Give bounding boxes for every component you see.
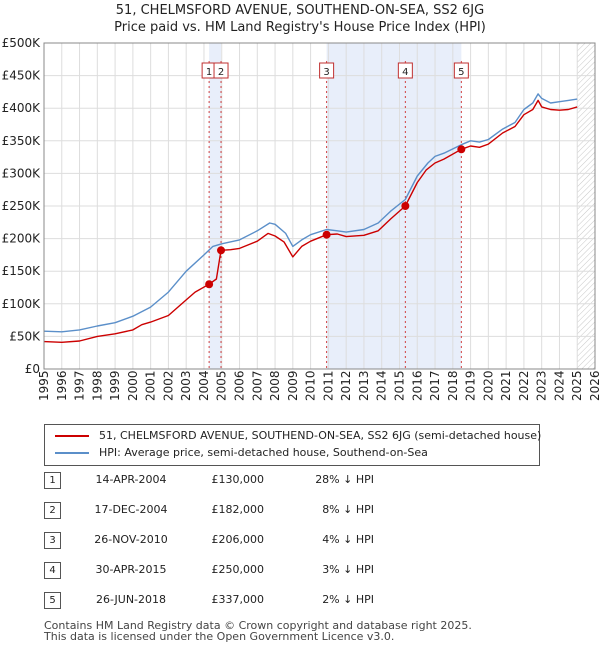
transaction-row: 2 17-DEC-2004 £182,000 8% ↓ HPI [44, 502, 444, 522]
x-tick-label: 1997 [73, 370, 87, 401]
x-tick-label: 2022 [517, 370, 531, 401]
transaction-number: 2 [44, 502, 61, 519]
x-tick-label: 2005 [215, 370, 229, 401]
sale-marker-label: 3 [323, 67, 329, 78]
transaction-row: 4 30-APR-2015 £250,000 3% ↓ HPI [44, 562, 444, 582]
y-tick-label: £500K [2, 36, 42, 50]
plot-frame [43, 42, 596, 370]
transaction-row: 5 26-JUN-2018 £337,000 2% ↓ HPI [44, 592, 444, 612]
legend: 51, CHELMSFORD AVENUE, SOUTHEND-ON-SEA, … [44, 424, 542, 466]
x-tick-label: 2018 [446, 370, 460, 401]
x-tick-label: 2006 [233, 370, 247, 401]
property-price-line [43, 99, 578, 343]
transaction-number: 5 [44, 592, 61, 609]
legend-swatch-property [55, 435, 89, 437]
sale-point [205, 280, 214, 289]
x-tick-label: 2020 [481, 370, 495, 401]
x-tick-label: 2017 [428, 370, 442, 401]
x-tick-label: 2011 [321, 370, 335, 401]
transaction-price: £182,000 [211, 503, 265, 516]
x-tick-label: 2003 [179, 370, 193, 401]
transaction-row: 1 14-APR-2004 £130,000 28% ↓ HPI [44, 472, 444, 492]
y-tick-label: £0 [25, 362, 40, 376]
sale-point [217, 246, 226, 255]
transaction-price: £130,000 [211, 473, 265, 486]
y-tick-label: £50K [9, 329, 41, 343]
x-tick-label: 2016 [410, 370, 424, 401]
x-tick-label: 2025 [570, 370, 584, 401]
transaction-price: £250,000 [211, 563, 265, 576]
transaction-date: 26-NOV-2010 [94, 533, 168, 546]
transaction-hpi: 2% ↓ HPI [322, 593, 374, 606]
transaction-hpi: 4% ↓ HPI [322, 533, 374, 546]
y-tick-label: £400K [2, 101, 42, 115]
transaction-price: £206,000 [211, 533, 265, 546]
sale-marker-box [213, 62, 229, 79]
sale-point [322, 230, 331, 239]
y-tick-label: £450K [2, 69, 42, 83]
x-tick-label: 1999 [108, 370, 122, 401]
transaction-number: 4 [44, 562, 61, 579]
y-tick-label: £100K [2, 297, 42, 311]
legend-label-hpi: HPI: Average price, semi-detached house,… [99, 446, 428, 459]
x-tick-label: 2015 [392, 370, 406, 401]
footer-licence: This data is licensed under the Open Gov… [44, 630, 395, 643]
x-tick-label: 2009 [286, 370, 300, 401]
x-tick-label: 1995 [37, 370, 51, 401]
price-chart: £0 £50K £100K £150K £200K £250K £300K £350K £400… [2, 36, 600, 401]
x-tick-label: 1996 [55, 370, 69, 401]
sale-marker-box [453, 62, 469, 79]
transaction-date: 17-DEC-2004 [94, 503, 168, 516]
x-tick-label: 2012 [339, 370, 353, 401]
sale-marker-label: 1 [206, 67, 212, 78]
sale-marker-box [397, 62, 413, 79]
transaction-price: £337,000 [211, 593, 265, 606]
y-tick-label: £200K [2, 232, 42, 246]
x-tick-label: 2013 [357, 370, 371, 401]
sale-marker-label: 5 [458, 67, 464, 78]
x-tick-label: 2002 [161, 370, 175, 401]
legend-swatch-hpi [55, 452, 89, 454]
footer-copyright: Contains HM Land Registry data © Crown c… [44, 619, 472, 632]
y-tick-label: £150K [2, 264, 42, 278]
x-tick-label: 2004 [197, 370, 211, 401]
sale-point [457, 145, 466, 154]
y-tick-label: £300K [2, 166, 42, 180]
transaction-date: 26-JUN-2018 [95, 593, 167, 606]
x-tick-label: 2024 [552, 370, 566, 401]
transaction-hpi: 8% ↓ HPI [322, 503, 374, 516]
transaction-number: 3 [44, 532, 61, 549]
x-tick-label: 2021 [499, 370, 513, 401]
x-tick-label: 2007 [250, 370, 264, 401]
transaction-hpi: 28% ↓ HPI [315, 473, 374, 486]
legend-label-property: 51, CHELMSFORD AVENUE, SOUTHEND-ON-SEA, … [99, 429, 542, 442]
x-tick-label: 1998 [90, 370, 104, 401]
sale-point [401, 202, 410, 210]
chart-subtitle: Price paid vs. HM Land Registry's House … [114, 20, 486, 35]
x-tick-label: 2000 [126, 370, 140, 401]
transaction-date: 14-APR-2004 [95, 473, 167, 486]
x-tick-label: 2001 [144, 370, 158, 401]
x-tick-label: 2010 [304, 370, 318, 401]
footer: Contains HM Land Registry data © Crown c… [44, 620, 472, 642]
sale-marker-label: 2 [218, 67, 224, 78]
y-tick-label: £350K [2, 134, 42, 148]
chart-title: 51, CHELMSFORD AVENUE, SOUTHEND-ON-SEA, … [115, 3, 485, 18]
transaction-hpi: 3% ↓ HPI [322, 563, 374, 576]
hpi-line [43, 93, 578, 333]
sale-marker-label: 4 [402, 67, 408, 78]
x-tick-label: 2023 [535, 370, 549, 401]
x-tick-label: 2019 [464, 370, 478, 401]
x-tick-label: 2014 [375, 370, 389, 401]
transaction-row: 3 26-NOV-2010 £206,000 4% ↓ HPI [44, 532, 444, 552]
sale-marker-box [319, 62, 335, 79]
transaction-number: 1 [44, 472, 61, 489]
x-tick-label: 2008 [268, 370, 282, 401]
x-tick-label: 2026 [588, 370, 600, 401]
y-tick-label: £250K [2, 199, 42, 213]
transaction-date: 30-APR-2015 [95, 563, 167, 576]
